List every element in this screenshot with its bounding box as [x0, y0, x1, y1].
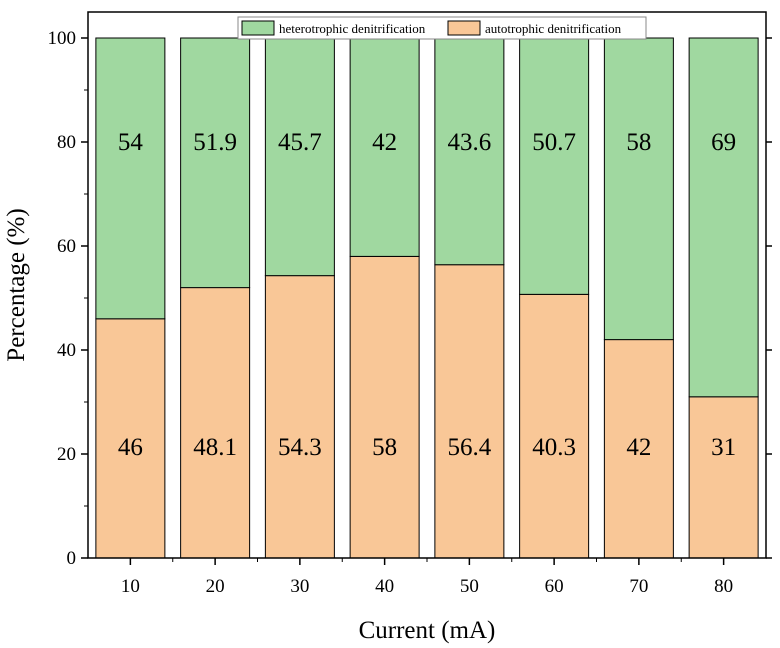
plot-frame [87, 11, 767, 559]
legend: heterotrophic denitrification autotrophi… [237, 16, 647, 40]
bar-autotrophic-10 [95, 318, 166, 559]
label-heterotrophic-40: 42 [372, 129, 397, 156]
segment-labels-layer: 54 46 51.9 48.1 45.7 54.3 42 58 43.6 56.4 50.7 40.3… [118, 129, 736, 461]
label-heterotrophic-60: 50.7 [532, 129, 576, 156]
label-autotrophic-40: 58 [372, 434, 397, 461]
legend-label-heterotrophic: heterotrophic denitrification [279, 21, 426, 36]
label-autotrophic-30: 54.3 [278, 434, 322, 461]
bar-autotrophic-20 [180, 287, 251, 559]
legend-box [237, 16, 647, 40]
y-axis-title: Percentage (%) [3, 208, 30, 361]
y-tick-label-80: 80 [57, 132, 76, 153]
x-tick-label-30: 30 [290, 576, 309, 597]
label-heterotrophic-80: 69 [711, 129, 736, 156]
x-axis-title: Current (mA) [359, 617, 496, 644]
label-heterotrophic-50: 43.6 [448, 129, 492, 156]
bar-heterotrophic-20 [180, 37, 251, 289]
bar-autotrophic-60 [519, 293, 590, 559]
bar-heterotrophic-80 [688, 37, 759, 398]
label-heterotrophic-30: 45.7 [278, 129, 322, 156]
bar-autotrophic-70 [603, 339, 674, 559]
bar-heterotrophic-40 [349, 37, 420, 257]
label-autotrophic-80: 31 [711, 434, 736, 461]
bar-autotrophic-30 [264, 275, 335, 559]
y-tick-label-20: 20 [57, 444, 76, 465]
bar-heterotrophic-30 [264, 37, 335, 277]
bar-autotrophic-50 [434, 264, 505, 559]
y-tick-label-100: 100 [48, 28, 77, 49]
x-tick-label-40: 40 [375, 576, 394, 597]
bars-layer [95, 37, 759, 559]
bar-autotrophic-40 [349, 255, 420, 559]
bar-heterotrophic-70 [603, 37, 674, 341]
label-heterotrophic-70: 58 [626, 129, 651, 156]
label-heterotrophic-20: 51.9 [193, 129, 237, 156]
label-autotrophic-70: 42 [626, 434, 651, 461]
legend-swatch-heterotrophic [241, 20, 275, 36]
x-tick-label-60: 60 [545, 576, 564, 597]
label-autotrophic-10: 46 [118, 434, 143, 461]
y-tick-label-60: 60 [57, 236, 76, 257]
y-axis: 0 20 40 60 80 100 [48, 28, 772, 569]
x-tick-label-80: 80 [714, 576, 733, 597]
legend-label-autotrophic: autotrophic denitrification [485, 21, 622, 36]
y-tick-label-40: 40 [57, 340, 76, 361]
y-tick-label-0: 0 [67, 548, 77, 569]
label-heterotrophic-10: 54 [118, 129, 144, 156]
x-axis: 10 20 30 40 50 60 70 80 [121, 558, 733, 597]
label-autotrophic-20: 48.1 [193, 434, 237, 461]
x-tick-label-10: 10 [121, 576, 140, 597]
bar-heterotrophic-60 [519, 37, 590, 295]
bar-heterotrophic-10 [95, 37, 166, 320]
legend-swatch-autotrophic [447, 20, 481, 36]
x-tick-label-50: 50 [460, 576, 479, 597]
x-tick-label-70: 70 [629, 576, 648, 597]
label-autotrophic-60: 40.3 [532, 434, 576, 461]
x-tick-label-20: 20 [206, 576, 225, 597]
bar-autotrophic-80 [688, 396, 759, 559]
label-autotrophic-50: 56.4 [448, 434, 492, 461]
